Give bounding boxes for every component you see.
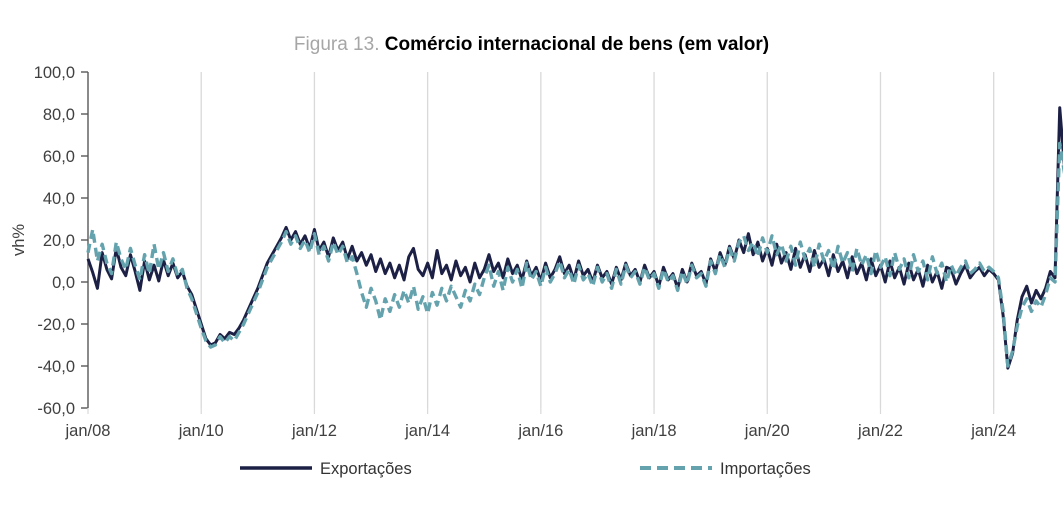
x-tick-labels-group: jan/08 jan/10 jan/12 jan/14 jan/16 jan/18 jan/… (65, 422, 1017, 440)
legend-label-importações: Importações (720, 460, 811, 478)
legend-group: Exportações Importações (240, 460, 811, 478)
gridlines-group (200, 72, 995, 408)
data-series-group (86, 106, 1063, 370)
x-tick-label: jan/20 (744, 422, 790, 440)
y-tick-labels-group: 100,0 80,0 60,0 40,0 20,0 0,0 -20,0 -40,0 -60,0 (34, 64, 75, 418)
y-tick-label: -60,0 (37, 400, 75, 418)
x-tick-label: jan/10 (178, 422, 224, 440)
y-tick-label: -40,0 (37, 358, 75, 376)
y-tick-label: 0,0 (52, 274, 75, 292)
series-line-importações (86, 141, 1063, 368)
x-tick-label: jan/08 (65, 422, 111, 440)
x-tick-label: jan/22 (857, 422, 903, 440)
series-line-exportações (86, 106, 1063, 370)
x-tick-label: jan/14 (404, 422, 450, 440)
y-tick-label: 100,0 (34, 64, 75, 82)
y-axis-title: vh% (10, 224, 28, 256)
y-tick-label: 40,0 (43, 190, 75, 208)
y-tick-label: -20,0 (37, 316, 75, 334)
y-tick-label: 20,0 (43, 232, 75, 250)
x-tick-label: jan/18 (631, 422, 677, 440)
y-axis-title-group: vh% (10, 224, 28, 256)
x-tick-label: jan/24 (970, 422, 1016, 440)
x-tick-label: jan/16 (517, 422, 563, 440)
y-tick-label: 80,0 (43, 106, 75, 124)
figure-title: Figura 13. Comércio internacional de ben… (0, 33, 1063, 57)
axes-group (81, 71, 995, 414)
figure-number: Figura 13. (293, 34, 380, 55)
figure-name: Comércio internacional de bens (em valor… (384, 34, 770, 55)
y-tick-label: 60,0 (43, 148, 75, 166)
x-tick-label: jan/12 (291, 422, 337, 440)
legend-label-exportações: Exportações (320, 460, 412, 478)
